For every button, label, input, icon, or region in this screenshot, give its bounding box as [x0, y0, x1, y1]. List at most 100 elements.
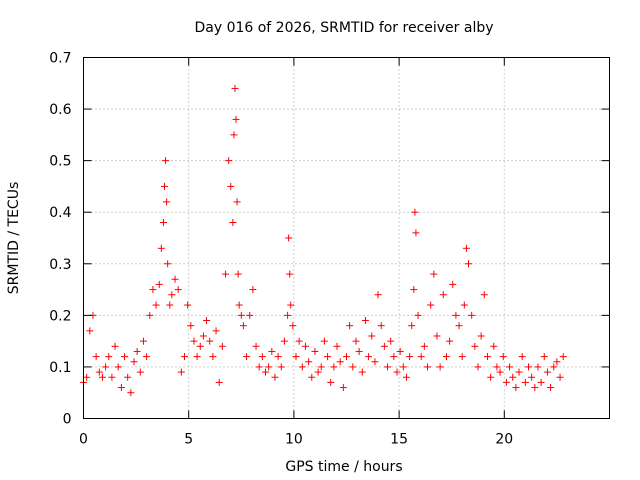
- data-point: [490, 342, 498, 350]
- data-point: [430, 270, 438, 278]
- data-point: [465, 260, 473, 268]
- data-point: [402, 373, 410, 381]
- data-point: [330, 363, 338, 371]
- data-point: [206, 337, 214, 345]
- data-point: [327, 378, 335, 386]
- data-points: [80, 84, 567, 397]
- data-point: [559, 353, 567, 361]
- data-point: [462, 244, 470, 252]
- data-point: [86, 327, 94, 335]
- y-tick-label: 0.4: [49, 205, 71, 221]
- data-point: [458, 353, 466, 361]
- data-point: [98, 373, 106, 381]
- data-point: [203, 317, 211, 325]
- y-tick-label: 0: [63, 412, 72, 428]
- data-point: [139, 337, 147, 345]
- data-point: [174, 286, 182, 294]
- data-point: [161, 182, 169, 190]
- data-point: [212, 327, 220, 335]
- data-point: [361, 317, 369, 325]
- data-point: [127, 389, 135, 397]
- data-point: [121, 353, 129, 361]
- data-point: [114, 363, 122, 371]
- data-point: [317, 363, 325, 371]
- x-tick-label: 5: [184, 432, 193, 448]
- data-point: [252, 342, 260, 350]
- data-point: [483, 353, 491, 361]
- data-point: [108, 373, 116, 381]
- data-point: [547, 384, 555, 392]
- x-tick-labels: 0 5 10 15 20: [79, 432, 513, 448]
- data-point: [424, 363, 432, 371]
- data-point: [289, 322, 297, 330]
- y-tick-labels: 0 0.1 0.2 0.3 0.4 0.5 0.6 0.7: [49, 51, 71, 428]
- data-point: [387, 337, 395, 345]
- data-point: [524, 363, 532, 371]
- y-axis-label: SRMTID / TECUs: [6, 182, 22, 295]
- data-point: [292, 353, 300, 361]
- data-point: [255, 363, 263, 371]
- x-tick-label: 15: [390, 432, 408, 448]
- data-point: [265, 363, 273, 371]
- data-point: [487, 373, 495, 381]
- data-point: [168, 291, 176, 299]
- data-point: [196, 342, 204, 350]
- data-point: [518, 353, 526, 361]
- data-point: [277, 363, 285, 371]
- data-point: [384, 363, 392, 371]
- data-point: [355, 347, 363, 355]
- data-point: [305, 358, 313, 366]
- data-point: [155, 280, 163, 288]
- data-point: [368, 332, 376, 340]
- data-point: [285, 234, 293, 242]
- data-point: [287, 301, 295, 309]
- data-point: [358, 368, 366, 376]
- data-point: [143, 353, 151, 361]
- data-point: [528, 373, 536, 381]
- data-point: [537, 378, 545, 386]
- x-tick-label: 0: [79, 432, 88, 448]
- data-point: [474, 363, 482, 371]
- data-point: [446, 337, 454, 345]
- data-point: [177, 368, 185, 376]
- data-point: [83, 373, 91, 381]
- data-point: [349, 363, 357, 371]
- data-point: [324, 353, 332, 361]
- data-point: [374, 291, 382, 299]
- data-point: [231, 84, 239, 92]
- data-point: [509, 373, 517, 381]
- data-point: [320, 337, 328, 345]
- data-point: [480, 291, 488, 299]
- data-point: [365, 353, 373, 361]
- data-point: [171, 275, 179, 283]
- data-point: [187, 322, 195, 330]
- data-point: [102, 363, 110, 371]
- data-point: [232, 115, 240, 123]
- data-point: [298, 363, 306, 371]
- data-point: [92, 353, 100, 361]
- data-point: [225, 157, 233, 165]
- data-point: [152, 301, 160, 309]
- data-point: [390, 353, 398, 361]
- x-axis-label: GPS time / hours: [285, 459, 402, 475]
- data-point: [136, 368, 144, 376]
- data-point: [193, 353, 201, 361]
- data-point: [274, 353, 282, 361]
- data-point: [380, 342, 388, 350]
- data-point: [124, 373, 132, 381]
- data-point: [249, 286, 257, 294]
- data-point: [506, 363, 514, 371]
- data-point: [149, 286, 157, 294]
- data-point: [163, 198, 171, 206]
- data-point: [493, 363, 501, 371]
- data-point: [258, 353, 266, 361]
- data-point: [162, 157, 170, 165]
- data-point: [471, 342, 479, 350]
- data-point: [534, 363, 542, 371]
- data-point: [209, 353, 217, 361]
- data-point: [442, 353, 450, 361]
- data-point: [234, 270, 242, 278]
- data-point: [166, 301, 174, 309]
- data-point: [271, 373, 279, 381]
- data-point: [408, 322, 416, 330]
